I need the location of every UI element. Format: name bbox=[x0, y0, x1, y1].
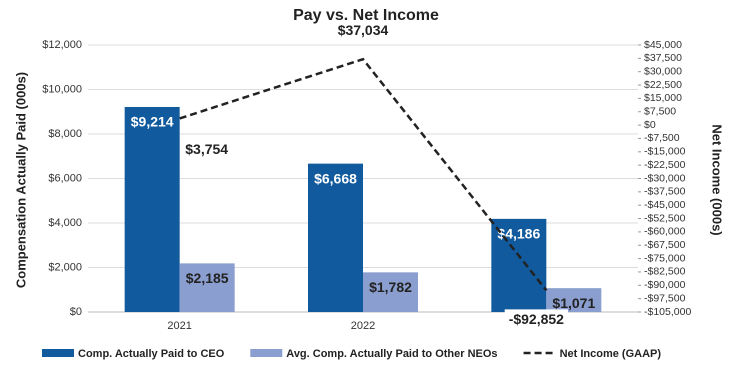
legend-label: Comp. Actually Paid to CEO bbox=[78, 348, 225, 360]
line-value-label: $3,754 bbox=[185, 141, 228, 157]
value-label-box bbox=[333, 20, 393, 43]
bar bbox=[308, 163, 363, 312]
legend-swatch bbox=[250, 349, 283, 357]
line-value-label: -$92,852 bbox=[509, 311, 564, 327]
value-label-box bbox=[181, 139, 233, 162]
x-tick-label: 2022 bbox=[351, 320, 375, 332]
bar bbox=[491, 218, 547, 312]
y2-tick-label: -$52,500 bbox=[644, 212, 686, 224]
bar-value-label: $6,668 bbox=[314, 170, 357, 186]
y-tick-label: $6,000 bbox=[48, 172, 82, 184]
y-tick-label: $8,000 bbox=[48, 128, 82, 140]
y-tick-label: $12,000 bbox=[42, 39, 82, 51]
y-tick-label: $4,000 bbox=[48, 217, 82, 229]
y2-tick-label: -$105,000 bbox=[644, 306, 691, 318]
line-value-label: $37,034 bbox=[338, 22, 389, 38]
legend-label: Avg. Comp. Actually Paid to Other NEOs bbox=[286, 348, 497, 360]
y-tick-label: $10,000 bbox=[42, 83, 82, 95]
legend-swatch bbox=[42, 349, 74, 357]
y2-tick-label: -$30,000 bbox=[644, 172, 686, 184]
bar bbox=[546, 288, 602, 312]
y2-tick-label: -$45,000 bbox=[644, 199, 686, 211]
y-tick-label: $0 bbox=[70, 306, 82, 318]
y2-tick-label: -$60,000 bbox=[644, 226, 686, 238]
bar bbox=[179, 263, 235, 312]
y2-tick-label: -$97,500 bbox=[644, 292, 686, 304]
bar-value-label: $1,071 bbox=[552, 295, 595, 311]
y2-tick-label: -$82,500 bbox=[644, 266, 686, 278]
y2-tick-label: -$67,500 bbox=[644, 239, 686, 251]
y2-tick-label: $0 bbox=[644, 119, 656, 131]
bar-value-label: $1,782 bbox=[369, 279, 412, 295]
bar-value-label: $4,186 bbox=[497, 226, 540, 242]
y2-tick-label: -$15,000 bbox=[644, 146, 686, 158]
y2-tick-label: -$75,000 bbox=[644, 252, 686, 264]
line-series bbox=[179, 57, 548, 292]
y2-tick-label: -$90,000 bbox=[644, 279, 686, 291]
y2-tick-label: $22,500 bbox=[644, 79, 682, 91]
y2-tick-label: -$37,500 bbox=[644, 186, 686, 198]
value-label-box bbox=[504, 309, 568, 332]
y-tick-label: $2,000 bbox=[48, 261, 82, 273]
y2-tick-label: $7,500 bbox=[644, 106, 676, 118]
bar-value-label: $9,214 bbox=[131, 114, 174, 130]
bar bbox=[363, 272, 418, 312]
legend-label: Net Income (GAAP) bbox=[560, 348, 662, 360]
y-axis-title: Compensation Actually Paid (000s) bbox=[13, 72, 28, 288]
y2-tick-label: $30,000 bbox=[644, 65, 682, 77]
y2-axis-title: Net Income (000s) bbox=[710, 124, 725, 235]
bar bbox=[124, 106, 180, 313]
bar-value-label: $2,185 bbox=[186, 270, 229, 286]
y2-tick-label: $37,500 bbox=[644, 52, 682, 64]
y2-tick-label: -$7,500 bbox=[644, 132, 680, 144]
y2-tick-label: -$22,500 bbox=[644, 159, 686, 171]
y2-tick-label: $45,000 bbox=[644, 39, 682, 51]
chart-title: Pay vs. Net Income bbox=[293, 7, 439, 24]
x-tick-label: 2021 bbox=[167, 320, 191, 332]
y2-tick-label: $15,000 bbox=[644, 92, 682, 104]
